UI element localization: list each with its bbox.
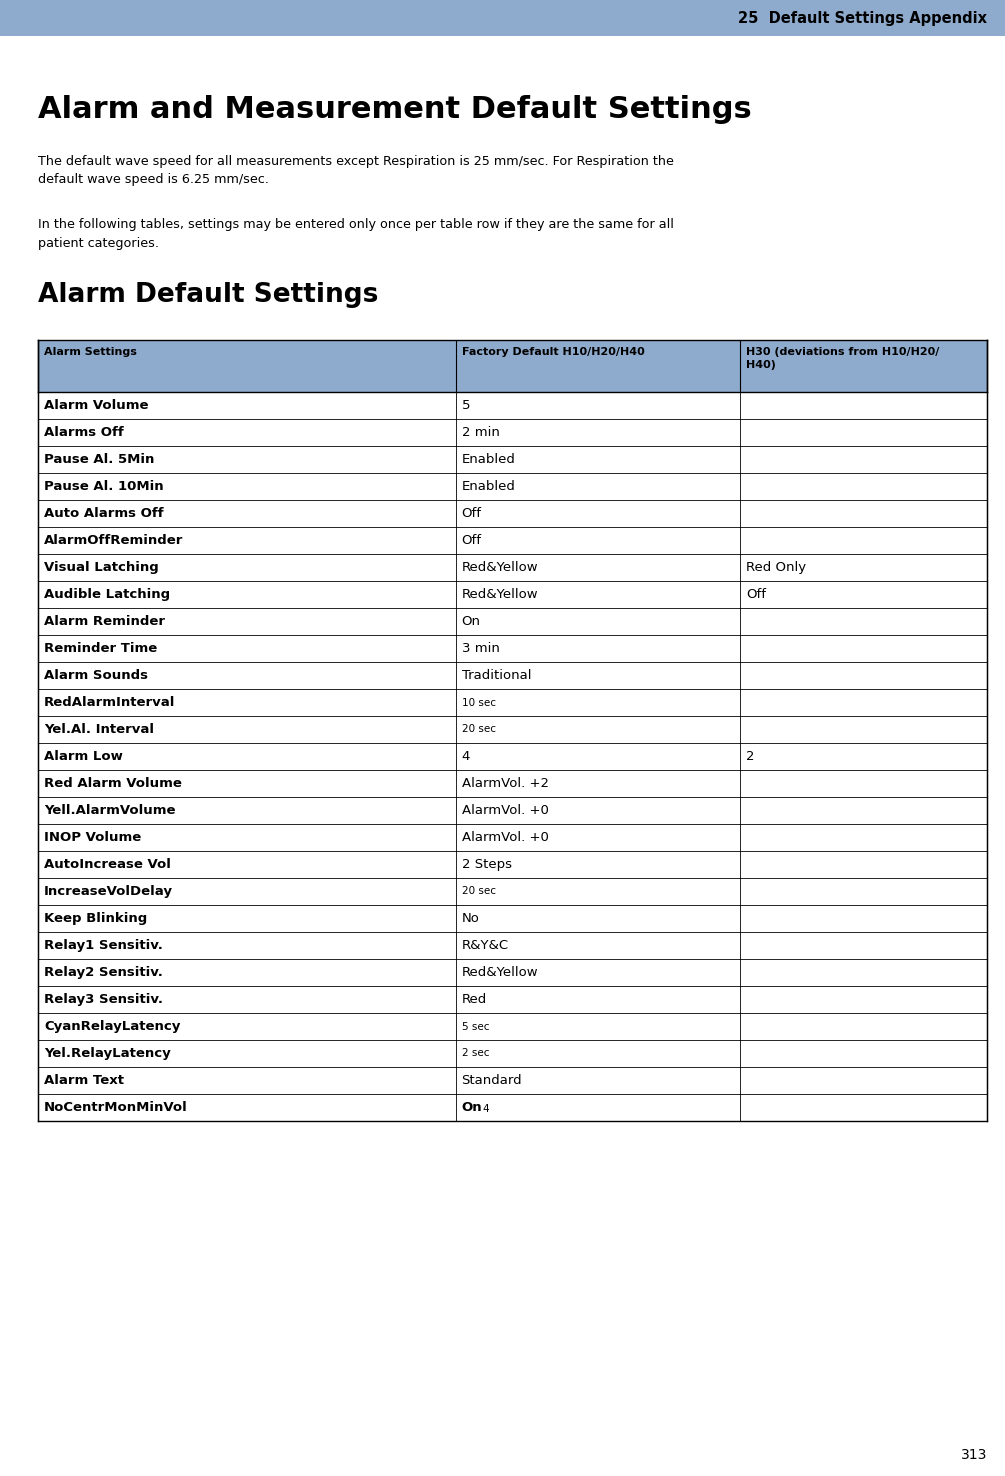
Text: R&Y&C: R&Y&C <box>461 939 509 952</box>
Text: AlarmVol. +2: AlarmVol. +2 <box>461 776 549 790</box>
Bar <box>38 689 987 716</box>
Text: Yell.AlarmVolume: Yell.AlarmVolume <box>44 804 176 818</box>
Text: Off: Off <box>461 534 481 548</box>
Text: Yel.Al. Interval: Yel.Al. Interval <box>44 723 154 737</box>
Bar <box>38 931 987 959</box>
Bar <box>38 797 987 824</box>
Bar <box>38 1094 987 1120</box>
Text: Off: Off <box>461 506 481 520</box>
Bar <box>38 770 987 797</box>
Text: Red: Red <box>461 993 486 1007</box>
Bar <box>38 608 987 635</box>
Bar <box>38 852 987 878</box>
Text: NoCentrMonMinVol: NoCentrMonMinVol <box>44 1101 188 1114</box>
Text: RedAlarmInterval: RedAlarmInterval <box>44 697 176 708</box>
Bar <box>38 527 987 554</box>
Text: Yel.RelayLatency: Yel.RelayLatency <box>44 1046 171 1060</box>
Bar <box>38 824 987 852</box>
Text: INOP Volume: INOP Volume <box>44 831 142 844</box>
Text: CyanRelayLatency: CyanRelayLatency <box>44 1020 180 1033</box>
Bar <box>38 1013 987 1041</box>
Text: Red&Yellow: Red&Yellow <box>461 587 539 601</box>
Bar <box>38 472 987 500</box>
Text: 313: 313 <box>961 1448 987 1463</box>
Text: 4: 4 <box>461 750 470 763</box>
Text: 20 sec: 20 sec <box>461 887 495 896</box>
Text: Reminder Time: Reminder Time <box>44 642 157 655</box>
Text: Alarms Off: Alarms Off <box>44 427 124 438</box>
Text: Traditional: Traditional <box>461 669 531 682</box>
Text: Relay2 Sensitiv.: Relay2 Sensitiv. <box>44 965 163 979</box>
Text: Pause Al. 5Min: Pause Al. 5Min <box>44 453 155 466</box>
Bar <box>38 446 987 472</box>
Text: Alarm Text: Alarm Text <box>44 1075 124 1086</box>
Text: Keep Blinking: Keep Blinking <box>44 912 148 925</box>
Text: 2: 2 <box>747 750 755 763</box>
Text: H30 (deviations from H10/H20/
H40): H30 (deviations from H10/H20/ H40) <box>747 347 940 370</box>
Text: IncreaseVolDelay: IncreaseVolDelay <box>44 886 173 897</box>
Text: Relay3 Sensitiv.: Relay3 Sensitiv. <box>44 993 163 1007</box>
Text: 5: 5 <box>461 399 470 412</box>
Bar <box>0 0 1005 35</box>
Bar <box>38 1067 987 1094</box>
Bar <box>38 986 987 1013</box>
Bar <box>38 663 987 689</box>
Text: AlarmOffReminder: AlarmOffReminder <box>44 534 183 548</box>
Bar <box>38 1041 987 1067</box>
Text: 2 Steps: 2 Steps <box>461 858 512 871</box>
Text: Alarm Settings: Alarm Settings <box>44 347 137 357</box>
Text: 3 min: 3 min <box>461 642 499 655</box>
Text: 20 sec: 20 sec <box>461 725 495 735</box>
Text: Standard: Standard <box>461 1075 523 1086</box>
Bar <box>38 716 987 742</box>
Text: Alarm Volume: Alarm Volume <box>44 399 149 412</box>
Text: Enabled: Enabled <box>461 480 516 493</box>
Text: AlarmVol. +0: AlarmVol. +0 <box>461 831 549 844</box>
Bar <box>38 554 987 582</box>
Text: Alarm and Measurement Default Settings: Alarm and Measurement Default Settings <box>38 94 752 124</box>
Text: Factory Default H10/H20/H40: Factory Default H10/H20/H40 <box>461 347 644 357</box>
Text: 10 sec: 10 sec <box>461 698 495 707</box>
Text: Alarm Low: Alarm Low <box>44 750 123 763</box>
Text: Visual Latching: Visual Latching <box>44 561 159 574</box>
Bar <box>38 742 987 770</box>
Text: 2 min: 2 min <box>461 427 499 438</box>
Text: 25  Default Settings Appendix: 25 Default Settings Appendix <box>738 10 987 25</box>
Text: Red Alarm Volume: Red Alarm Volume <box>44 776 182 790</box>
Text: No: No <box>461 912 479 925</box>
Bar <box>38 878 987 905</box>
Text: 5 sec: 5 sec <box>461 1021 489 1032</box>
Text: In the following tables, settings may be entered only once per table row if they: In the following tables, settings may be… <box>38 218 674 249</box>
Text: Pause Al. 10Min: Pause Al. 10Min <box>44 480 164 493</box>
Text: AutoIncrease Vol: AutoIncrease Vol <box>44 858 171 871</box>
Text: Alarm Default Settings: Alarm Default Settings <box>38 282 378 308</box>
Text: On: On <box>461 1101 482 1114</box>
Text: 4: 4 <box>482 1104 489 1114</box>
Bar <box>38 419 987 446</box>
Bar <box>38 339 987 393</box>
Text: Audible Latching: Audible Latching <box>44 587 170 601</box>
Text: 2 sec: 2 sec <box>461 1048 489 1058</box>
Text: AlarmVol. +0: AlarmVol. +0 <box>461 804 549 818</box>
Text: Enabled: Enabled <box>461 453 516 466</box>
Text: On: On <box>461 615 480 627</box>
Bar <box>38 500 987 527</box>
Bar <box>38 393 987 419</box>
Text: Red&Yellow: Red&Yellow <box>461 965 539 979</box>
Text: Relay1 Sensitiv.: Relay1 Sensitiv. <box>44 939 163 952</box>
Bar <box>38 635 987 663</box>
Bar <box>38 959 987 986</box>
Text: Auto Alarms Off: Auto Alarms Off <box>44 506 164 520</box>
Bar <box>38 582 987 608</box>
Text: Alarm Sounds: Alarm Sounds <box>44 669 148 682</box>
Text: Alarm Reminder: Alarm Reminder <box>44 615 165 627</box>
Text: Red Only: Red Only <box>747 561 806 574</box>
Text: The default wave speed for all measurements except Respiration is 25 mm/sec. For: The default wave speed for all measureme… <box>38 155 674 186</box>
Text: Off: Off <box>747 587 766 601</box>
Bar <box>38 905 987 931</box>
Text: Red&Yellow: Red&Yellow <box>461 561 539 574</box>
